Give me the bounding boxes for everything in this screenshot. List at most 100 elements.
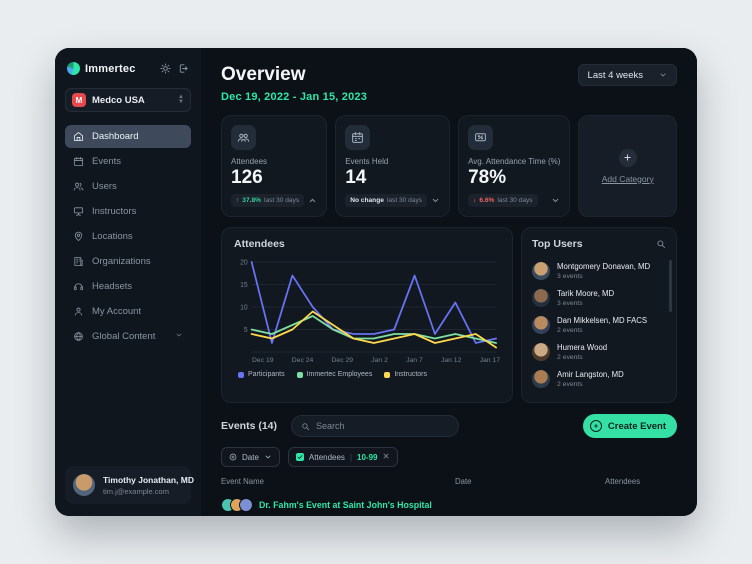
search-input[interactable] bbox=[316, 421, 450, 431]
logout-icon[interactable] bbox=[178, 63, 189, 74]
events-table-header: Event Name Date Attendees bbox=[221, 477, 677, 491]
stat-value: 14 bbox=[345, 167, 367, 188]
column-attendees: Attendees bbox=[605, 477, 641, 486]
filter-label: Attendees bbox=[308, 452, 345, 462]
avatar bbox=[73, 474, 95, 496]
create-event-button[interactable]: Create Event bbox=[582, 414, 677, 438]
stat-card-avg-attendance: Avg. Attendance Time (%) 78% ↓ 6.6% last… bbox=[458, 115, 571, 217]
user-events: 3 events bbox=[557, 272, 583, 280]
person-icon bbox=[74, 307, 83, 316]
collapse-chevron-up-icon[interactable] bbox=[308, 196, 317, 205]
add-category-button[interactable]: Add Category bbox=[578, 115, 677, 217]
sidebar-item-organizations[interactable]: Organizations bbox=[65, 250, 191, 273]
main-content: Overview Dec 19, 2022 - Jan 15, 2023 Las… bbox=[201, 48, 697, 516]
stat-label: Avg. Attendance Time (%) bbox=[468, 157, 561, 166]
sidebar-item-label: My Account bbox=[92, 306, 142, 317]
attendance-screen-icon bbox=[468, 125, 494, 150]
location-pin-icon bbox=[74, 231, 83, 242]
brand-row: Immertec bbox=[65, 60, 191, 77]
svg-text:5: 5 bbox=[244, 327, 248, 334]
legend-item: Participants bbox=[238, 371, 285, 378]
sidebar-item-headsets[interactable]: Headsets bbox=[65, 275, 191, 298]
chevron-down-icon bbox=[660, 73, 666, 77]
events-search[interactable] bbox=[291, 415, 460, 437]
profile-name: Timothy Jonathan, MD bbox=[103, 474, 194, 485]
sidebar-item-label: Events bbox=[92, 156, 122, 167]
events-section: Events (14) Create Event Date bbox=[221, 413, 677, 516]
events-title: Events (14) bbox=[221, 420, 278, 432]
top-users-panel: Top Users Montgomery Donavan, MD 3 events… bbox=[521, 227, 677, 403]
scrollbar-thumb[interactable] bbox=[669, 260, 672, 312]
globe-icon bbox=[74, 332, 83, 341]
brand-name: Immertec bbox=[85, 62, 136, 75]
avatar bbox=[532, 315, 550, 334]
chart-x-axis: Dec 19 Dec 24 Dec 29 Jan 2 Jan 7 Jan 12 Jan 17 bbox=[252, 357, 500, 364]
period-dropdown[interactable]: Last 4 weeks bbox=[577, 64, 677, 86]
chevron-down-icon bbox=[265, 455, 271, 459]
table-row[interactable]: Dr. Fahm's Event at Saint John's Hospita… bbox=[221, 491, 677, 512]
list-item[interactable]: Montgomery Donavan, MD 3 events bbox=[532, 257, 666, 284]
calendar-icon bbox=[73, 156, 84, 167]
sidebar-item-locations[interactable]: Locations bbox=[65, 225, 191, 248]
legend-swatch bbox=[238, 371, 244, 378]
trend-suffix: last 30 days bbox=[497, 197, 533, 204]
sidebar-item-dashboard[interactable]: Dashboard bbox=[65, 125, 191, 148]
user-profile[interactable]: Timothy Jonathan, MD tim.j@example.com bbox=[65, 466, 194, 504]
stat-label: Attendees bbox=[231, 157, 268, 166]
user-events: 2 events bbox=[557, 380, 583, 388]
avatar bbox=[532, 261, 550, 280]
calendar-icon bbox=[345, 125, 371, 150]
attendees-line-chart: 5 10 15 20 bbox=[240, 259, 497, 353]
stat-card-attendees: Attendees 126 ↑ 37.8% last 30 days bbox=[221, 115, 328, 217]
filter-chip-attendees[interactable]: Attendees | 10-99 bbox=[287, 447, 399, 467]
sidebar-item-users[interactable]: Users bbox=[65, 175, 191, 198]
attendees-group-icon bbox=[231, 125, 256, 150]
filter-label: Date bbox=[242, 452, 259, 462]
headset-icon bbox=[73, 283, 84, 291]
theme-toggle-sun-icon[interactable] bbox=[160, 63, 171, 74]
sidebar-item-global-content[interactable]: Global Content bbox=[65, 325, 191, 348]
user-name: Montgomery Donavan, MD bbox=[557, 261, 651, 271]
sidebar-item-label: Locations bbox=[92, 231, 133, 242]
plus-icon bbox=[618, 148, 637, 167]
trend-suffix: last 30 days bbox=[264, 197, 300, 204]
search-icon[interactable] bbox=[656, 239, 666, 249]
workspace-badge: M bbox=[72, 93, 86, 107]
stat-value: 126 bbox=[231, 167, 263, 188]
list-item[interactable]: Amir Langston, MD 2 events bbox=[532, 365, 666, 392]
sidebar-nav: Dashboard Events Users Instructors Locat… bbox=[65, 125, 191, 348]
trend-up-arrow-icon: ↑ bbox=[236, 197, 240, 204]
expand-chevron-down-icon[interactable] bbox=[431, 196, 440, 205]
sidebar-item-events[interactable]: Events bbox=[65, 150, 191, 173]
list-item[interactable]: Humera Wood 2 events bbox=[532, 338, 666, 365]
close-icon[interactable] bbox=[382, 452, 390, 462]
workspace-selector[interactable]: M Medco USA ▲ ▼ bbox=[65, 88, 191, 112]
add-category-label: Add Category bbox=[601, 173, 654, 184]
list-item[interactable]: Tarik Moore, MD 3 events bbox=[532, 284, 666, 311]
user-events: 3 events bbox=[557, 299, 583, 307]
user-name: Humera Wood bbox=[557, 342, 608, 352]
event-name-link[interactable]: Dr. Fahm's Event at Saint John's Hospita… bbox=[259, 500, 432, 510]
filter-chip-date[interactable]: Date bbox=[221, 447, 280, 467]
search-icon bbox=[302, 422, 310, 430]
sidebar-item-label: Instructors bbox=[92, 206, 137, 217]
stat-card-events-held: Events Held 14 No change last 30 days bbox=[335, 115, 451, 217]
sidebar-item-label: Organizations bbox=[92, 256, 151, 267]
legend-label: Instructors bbox=[394, 371, 428, 378]
legend-swatch bbox=[296, 371, 303, 378]
sidebar-item-label: Dashboard bbox=[92, 131, 139, 142]
list-item[interactable]: Dan Mikkelsen, MD FACS 2 events bbox=[532, 311, 666, 338]
sidebar: Immertec M Medco USA ▲ ▼ Dashboard bbox=[55, 48, 201, 516]
user-name: Dan Mikkelsen, MD FACS bbox=[557, 315, 648, 325]
expand-chevron-down-icon[interactable] bbox=[551, 196, 560, 205]
sidebar-item-label: Global Content bbox=[92, 331, 156, 342]
stats-row: Attendees 126 ↑ 37.8% last 30 days bbox=[221, 115, 677, 217]
sidebar-item-my-account[interactable]: My Account bbox=[65, 300, 191, 323]
workspace-name: Medco USA bbox=[92, 94, 145, 106]
column-event-name: Event Name bbox=[221, 477, 264, 486]
chart-legend: Participants Immertec Employees Instruct… bbox=[234, 371, 500, 378]
legend-swatch bbox=[384, 371, 391, 378]
create-event-label: Create Event bbox=[607, 420, 666, 432]
sidebar-item-instructors[interactable]: Instructors bbox=[65, 200, 191, 223]
chevron-down-icon bbox=[175, 331, 183, 342]
